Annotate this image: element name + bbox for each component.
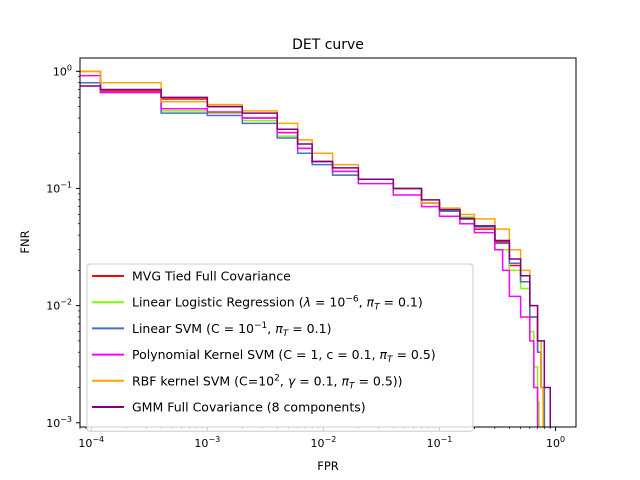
- x-tick-label-1: 10−3: [194, 435, 220, 450]
- legend-box: [86, 263, 474, 432]
- legend-label-6: GMM Full Covariance (8 components): [132, 400, 366, 415]
- y-axis: 10−3 10−2 10−1 100: [46, 63, 80, 430]
- y-tick-label-3: 100: [53, 63, 72, 78]
- legend-label-5: RBF kernel SVM (C=102, γ = 0.1, πT = 0.5…: [132, 373, 403, 391]
- y-tick-label-1: 10−2: [46, 298, 72, 313]
- y-tick-label-0: 10−3: [46, 415, 72, 430]
- x-tick-label-2: 10−2: [311, 435, 337, 450]
- series-layer: [80, 70, 551, 427]
- legend-label-4: Polynomial Kernel SVM (C = 1, c = 0.1, π…: [132, 347, 436, 365]
- legend-label-2: Linear Logistic Regression (λ = 10−6, πT…: [132, 295, 423, 313]
- x-tick-label-3: 10−1: [427, 435, 453, 450]
- legend-label-1: MVG Tied Full Covariance: [132, 269, 291, 284]
- x-axis-label: FPR: [317, 459, 339, 473]
- x-tick-label-4: 100: [546, 435, 565, 450]
- legend: MVG Tied Full Covariance Linear Logistic …: [86, 263, 474, 432]
- x-tick-label-0: 10−4: [78, 435, 104, 450]
- series-line-6: [80, 85, 551, 427]
- legend-label-3: Linear SVM (C = 10−1, πT = 0.1): [132, 321, 331, 339]
- y-tick-label-2: 10−1: [46, 180, 72, 195]
- chart-title: DET curve: [292, 37, 364, 53]
- y-axis-label: FNR: [18, 230, 32, 253]
